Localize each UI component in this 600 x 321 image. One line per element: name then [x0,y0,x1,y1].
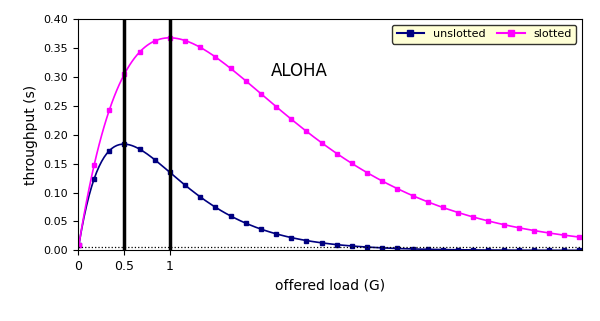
Y-axis label: throughput (s): throughput (s) [24,85,38,185]
Legend: unslotted, slotted: unslotted, slotted [392,25,577,44]
Text: ALOHA: ALOHA [271,62,328,80]
X-axis label: offered load (G): offered load (G) [275,279,385,293]
